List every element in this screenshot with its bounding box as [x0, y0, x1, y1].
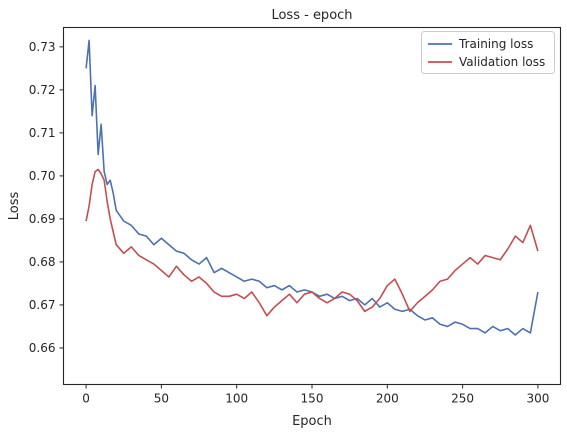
series-lines — [85, 39, 539, 336]
y-axis-label: Loss — [7, 192, 22, 221]
y-tick-label: 0.69 — [29, 212, 56, 226]
x-axis-label: Epoch — [292, 414, 332, 429]
x-tick-label: 250 — [451, 392, 474, 406]
legend-label-training: Training loss — [458, 37, 533, 51]
y-tick-label: 0.72 — [29, 83, 56, 97]
x-tick-label: 50 — [154, 392, 169, 406]
plot-frame — [62, 26, 562, 386]
legend-label-validation: Validation loss — [459, 55, 545, 69]
y-tick-label: 0.68 — [29, 255, 56, 269]
x-tick-label: 200 — [376, 392, 399, 406]
y-tick-label: 0.70 — [29, 169, 56, 183]
legend: Training loss Validation loss — [421, 31, 555, 74]
legend-box — [421, 31, 555, 74]
x-tick-label: 150 — [301, 392, 324, 406]
series-line-training-loss — [85, 39, 539, 336]
x-tick-label: 100 — [225, 392, 248, 406]
x-tick-label: 300 — [526, 392, 549, 406]
series-line-validation-loss — [85, 168, 539, 317]
x-axis-ticks: 0 50 100 150 200 250 300 — [82, 384, 549, 406]
x-tick-label: 0 — [82, 392, 90, 406]
y-tick-label: 0.71 — [29, 126, 56, 140]
y-tick-label: 0.73 — [29, 40, 56, 54]
chart-title: Loss - epoch — [271, 8, 352, 23]
y-tick-label: 0.66 — [29, 341, 56, 355]
y-axis-ticks: 0.66 0.67 0.68 0.69 0.70 0.71 0.72 0.73 — [29, 40, 64, 355]
y-tick-label: 0.67 — [29, 298, 56, 312]
